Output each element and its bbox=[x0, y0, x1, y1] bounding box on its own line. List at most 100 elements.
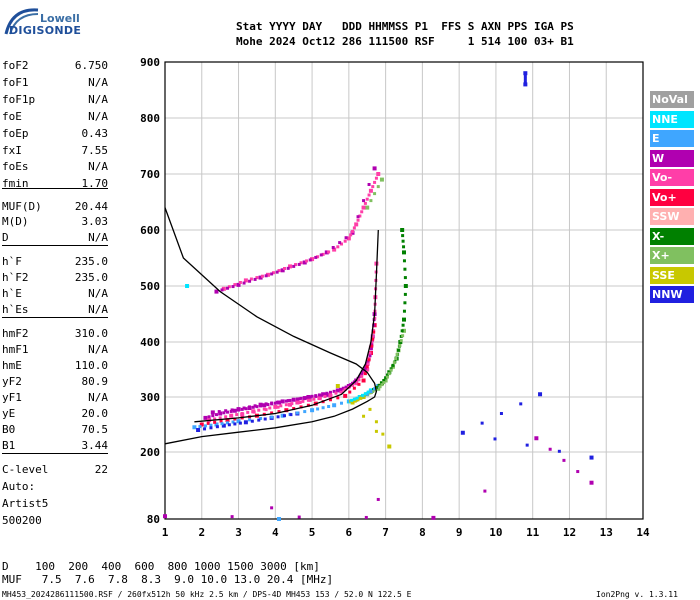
data-point bbox=[379, 177, 384, 182]
data-point bbox=[431, 515, 436, 520]
x-tick-label: 5 bbox=[309, 526, 316, 539]
data-point bbox=[271, 271, 275, 275]
data-point bbox=[363, 201, 367, 205]
param-row: h`F 235.0 bbox=[2, 255, 108, 268]
data-point bbox=[289, 413, 293, 417]
data-point bbox=[589, 480, 594, 485]
param-value: 20.0 bbox=[81, 407, 109, 420]
data-point bbox=[361, 205, 366, 210]
data-point bbox=[339, 401, 343, 405]
footer-muf-row: MUF 7.5 7.6 7.8 8.3 9.0 10.0 13.0 20.4 [… bbox=[2, 573, 334, 586]
data-point bbox=[368, 351, 372, 355]
data-point bbox=[363, 372, 367, 376]
data-point bbox=[206, 421, 210, 425]
data-point bbox=[385, 373, 389, 377]
param-row: h`F2 235.0 bbox=[2, 271, 108, 284]
param-row: hmF2 310.0 bbox=[2, 327, 108, 340]
legend-item: NoVal bbox=[650, 91, 694, 108]
data-point bbox=[323, 394, 327, 398]
data-point bbox=[366, 362, 370, 366]
x-tick-label: 7 bbox=[382, 526, 389, 539]
param-row: foEs N/A bbox=[2, 160, 108, 173]
data-point bbox=[213, 417, 217, 421]
data-point bbox=[349, 383, 353, 387]
param-row: hmE 110.0 bbox=[2, 359, 108, 372]
data-point bbox=[266, 403, 270, 407]
data-point bbox=[362, 199, 366, 203]
data-point bbox=[356, 215, 360, 219]
y-tick-label: 600 bbox=[140, 224, 160, 237]
data-point bbox=[246, 410, 250, 414]
data-point bbox=[400, 329, 404, 333]
data-point bbox=[277, 410, 281, 414]
param-value: 1.70 bbox=[81, 177, 109, 190]
data-point bbox=[299, 396, 303, 400]
data-point bbox=[369, 390, 373, 393]
data-point bbox=[306, 398, 310, 402]
data-point bbox=[251, 405, 255, 409]
data-point bbox=[365, 392, 369, 396]
data-point bbox=[297, 515, 301, 519]
data-point bbox=[262, 403, 267, 408]
data-point bbox=[370, 344, 374, 348]
data-point bbox=[376, 172, 381, 176]
data-point bbox=[327, 250, 331, 254]
data-point bbox=[257, 418, 261, 422]
data-point bbox=[355, 396, 359, 400]
data-point bbox=[243, 420, 248, 425]
data-point bbox=[243, 278, 248, 283]
data-point bbox=[360, 374, 364, 378]
param-row: fxI 7.55 bbox=[2, 144, 108, 157]
data-point bbox=[248, 279, 252, 283]
param-value: N/A bbox=[88, 343, 108, 356]
x-tick-label: 12 bbox=[563, 526, 576, 539]
data-point bbox=[402, 309, 406, 313]
data-point bbox=[366, 390, 370, 394]
data-point bbox=[270, 401, 274, 405]
data-point bbox=[220, 422, 224, 426]
param-name: M(D) bbox=[2, 215, 29, 228]
data-point bbox=[358, 214, 362, 218]
x-tick-label: 10 bbox=[489, 526, 502, 539]
data-point bbox=[395, 352, 399, 356]
header-row-1: Stat YYYY DAY DDD HHMMSS P1 FFS S AXN PP… bbox=[236, 20, 574, 33]
data-point bbox=[284, 408, 289, 413]
data-point bbox=[310, 257, 315, 262]
data-point bbox=[310, 394, 314, 398]
data-point bbox=[264, 274, 268, 278]
data-point bbox=[350, 400, 355, 405]
param-row: h`Es N/A bbox=[2, 303, 108, 316]
data-point bbox=[264, 408, 268, 412]
data-point bbox=[384, 376, 388, 380]
data-point bbox=[356, 398, 360, 402]
data-point bbox=[374, 420, 378, 424]
x-tick-label: 3 bbox=[235, 526, 242, 539]
logo-lowell-text: Lowell bbox=[40, 12, 80, 25]
param-row: yF2 80.9 bbox=[2, 375, 108, 388]
data-point bbox=[371, 334, 375, 338]
param-name: foF2 bbox=[2, 59, 29, 72]
param-name: B1 bbox=[2, 439, 16, 452]
data-point bbox=[192, 425, 197, 430]
y-tick-label: 400 bbox=[140, 336, 160, 349]
data-point bbox=[238, 421, 242, 425]
data-point bbox=[306, 395, 311, 399]
data-point bbox=[351, 229, 355, 233]
param-row: foEp 0.43 bbox=[2, 127, 108, 140]
data-point bbox=[523, 74, 527, 78]
legend-item: X+ bbox=[650, 247, 694, 264]
data-point bbox=[354, 222, 359, 227]
data-point bbox=[308, 395, 312, 399]
data-point bbox=[360, 372, 364, 376]
param-row: B1 3.44 bbox=[2, 439, 108, 452]
param-separator bbox=[2, 453, 108, 454]
data-point bbox=[365, 205, 370, 210]
data-point bbox=[299, 261, 303, 265]
data-point bbox=[283, 267, 286, 270]
data-point bbox=[225, 418, 230, 423]
data-point bbox=[276, 405, 280, 409]
param-value: N/A bbox=[88, 160, 108, 173]
data-point bbox=[402, 250, 406, 255]
electron-density-profile-curve bbox=[164, 207, 378, 445]
data-point bbox=[240, 407, 244, 411]
